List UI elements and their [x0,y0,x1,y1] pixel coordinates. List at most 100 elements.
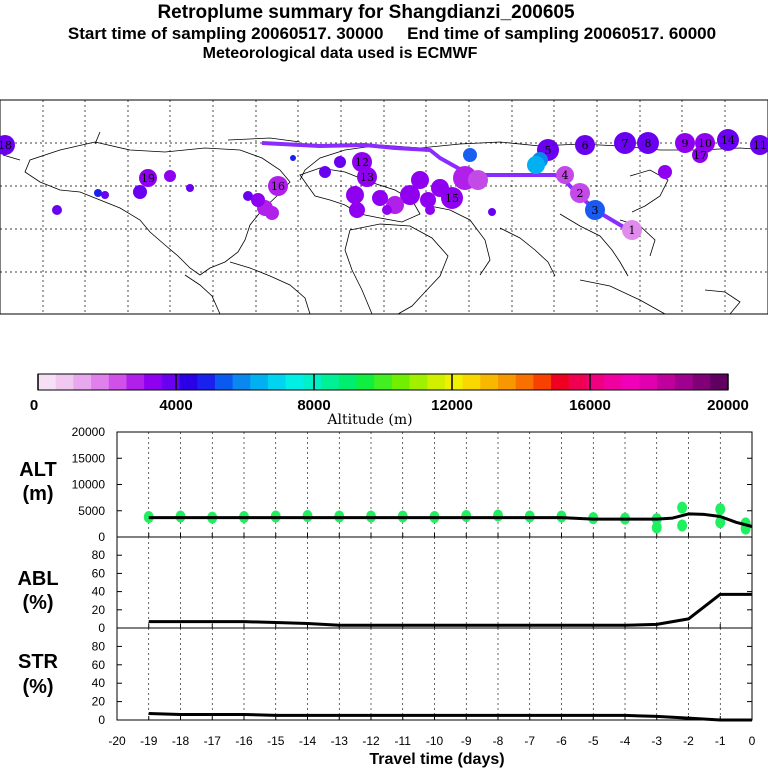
x-tick-label: -13 [331,734,349,748]
y-tick-label: 60 [92,658,106,672]
colorbar-swatch [303,374,321,390]
x-tick-label: -9 [461,734,472,748]
str-ylabel-line1: STR [18,651,59,673]
y-tick-label: 40 [92,676,106,690]
colorbar-swatch [250,374,268,390]
x-tick-label: -3 [651,734,662,748]
bubble-label: 13 [360,171,374,184]
plume-bubble [319,166,331,178]
abl-ylabel-line2: (%) [22,592,53,614]
x-tick-label: -12 [362,734,380,748]
y-tick-label: 80 [92,639,106,653]
plume-bubble [411,171,429,189]
colorbar-swatch [533,374,551,390]
colorbar-swatch [321,374,339,390]
data-point [715,503,725,515]
y-tick-label: 20000 [72,425,106,439]
alt-ylabel-line2: (m) [22,483,53,505]
data-point [652,522,662,534]
colorbar-swatch [56,374,74,390]
data-point [677,519,687,531]
plume-bubble [425,205,435,215]
plume-bubble [463,148,477,162]
x-tick-label: -18 [172,734,190,748]
colorbar-swatch [109,374,127,390]
abl-ylabel-line1: ABL [17,568,58,590]
y-tick-label: 0 [98,530,105,544]
colorbar-swatch [498,374,516,390]
data-point [493,509,503,521]
x-tick-label: -2 [683,734,694,748]
panel-0: 05000100001500020000 [72,425,752,544]
colorbar-swatch [622,374,640,390]
series-line [149,714,752,720]
plume-bubble [658,165,672,179]
colorbar-swatch [586,374,604,390]
retroplume-figure: 12345 6 7 8 9 10 111213141516171819 0 4000 8000 1… [0,0,768,768]
str-ylabel-line2: (%) [22,676,53,698]
colorbar-swatch [569,374,587,390]
colorbar-swatch [162,374,180,390]
series-line [149,594,752,625]
colorbar-swatch [657,374,675,390]
colorbar-swatch [640,374,658,390]
bubble-label: 2 [577,187,584,200]
colorbar-swatch [710,374,728,390]
x-tick-label: -6 [556,734,567,748]
bubble-label: 14 [721,134,735,147]
colorbar-swatch [268,374,286,390]
colorbar-swatch [604,374,622,390]
data-point [303,510,313,522]
y-tick-label: 20 [92,603,106,617]
colorbar-swatch [286,374,304,390]
altitude-colorbar: 0 4000 8000 12000 16000 20000 [30,374,749,414]
x-tick-label: 0 [749,734,756,748]
colorbar-swatch [38,374,56,390]
colorbar-tick-label: 16000 [569,397,611,414]
plume-bubble [346,186,364,204]
bubble-label: 9 [682,137,689,150]
plume-bubble [488,208,496,216]
x-tick-label: -17 [204,734,222,748]
colorbar-swatch [374,374,392,390]
colorbar-swatch [693,374,711,390]
bubble-label: 11 [753,139,767,152]
colorbar-swatch [356,374,374,390]
x-tick-label: -5 [588,734,599,748]
plume-bubble [334,156,346,168]
x-tick-label: -14 [299,734,317,748]
plume-bubble [468,170,488,190]
alt-ylabel-line1: ALT [19,459,56,481]
colorbar-tick-label: 0 [30,397,38,414]
x-tick-label: -7 [524,734,535,748]
plume-bubble [186,184,194,192]
colorbar-swatch [91,374,109,390]
bubble-label: 7 [622,137,629,150]
plume-bubble [382,205,392,215]
colorbar-swatch [73,374,91,390]
y-tick-label: 15000 [72,451,106,465]
y-tick-label: 80 [92,548,106,562]
plume-bubble [133,185,147,199]
data-point [461,510,471,522]
x-tick-label: -16 [235,734,253,748]
plume-bubble [94,189,102,197]
bubble-label: 3 [592,204,599,217]
y-tick-label: 0 [98,713,105,727]
colorbar-swatch [410,374,428,390]
plume-bubble [527,156,545,174]
y-tick-label: 5000 [78,504,105,518]
plume-bubble [243,191,253,201]
plume-bubble [349,202,365,218]
colorbar-swatch [197,374,215,390]
colorbar-swatch [233,374,251,390]
plume-bubble [372,190,388,206]
x-tick-label: -10 [426,734,444,748]
colorbar-swatch [339,374,357,390]
x-tick-label: -1 [715,734,726,748]
bubble-label: 8 [645,137,652,150]
y-tick-label: 40 [92,585,106,599]
bubble-label: 5 [545,144,552,157]
colorbar-swatch [480,374,498,390]
